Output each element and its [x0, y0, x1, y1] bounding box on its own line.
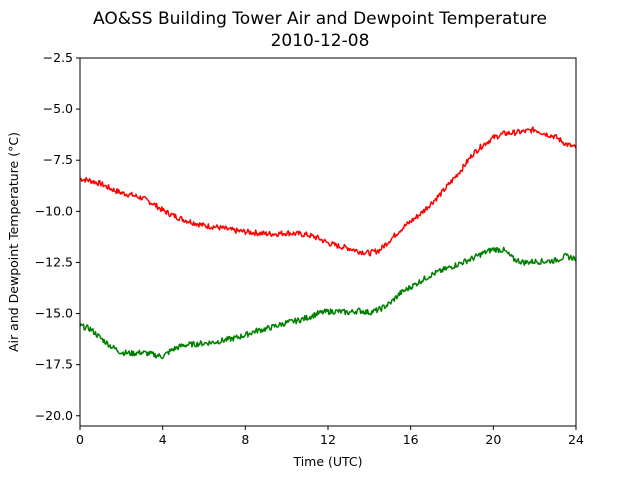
y-tick-label: −7.5	[43, 152, 73, 167]
y-tick-label: −15.0	[35, 306, 73, 321]
y-axis-label: Air and Dewpoint Temperature (°C)	[6, 132, 21, 352]
series-line-red	[79, 126, 577, 257]
x-tick-label: 8	[241, 432, 249, 447]
series-line-green	[79, 246, 577, 360]
y-axis: −2.5 −5.0 −7.5 −10.0 −12.5 −15.0 −17.5 −20.0	[35, 50, 80, 423]
y-tick-label: −17.5	[35, 357, 73, 372]
x-axis-label: Time (UTC)	[292, 454, 362, 469]
y-tick-label: −5.0	[43, 101, 73, 116]
plot-lines	[79, 126, 577, 360]
y-tick-label: −20.0	[35, 408, 73, 423]
x-tick-label: 20	[485, 432, 501, 447]
x-tick-label: 4	[159, 432, 167, 447]
x-tick-label: 24	[568, 432, 584, 447]
y-tick-label: −12.5	[35, 254, 73, 269]
x-tick-label: 16	[403, 432, 419, 447]
chart-title: AO&SS Building Tower Air and Dewpoint Te…	[93, 9, 547, 29]
x-tick-label: 0	[76, 432, 84, 447]
chart-subtitle: 2010-12-08	[271, 31, 370, 51]
x-axis: 0 4 8 12 16 20 24	[76, 426, 584, 447]
y-tick-label: −10.0	[35, 203, 73, 218]
y-tick-label: −2.5	[43, 50, 73, 65]
x-tick-label: 12	[320, 432, 336, 447]
